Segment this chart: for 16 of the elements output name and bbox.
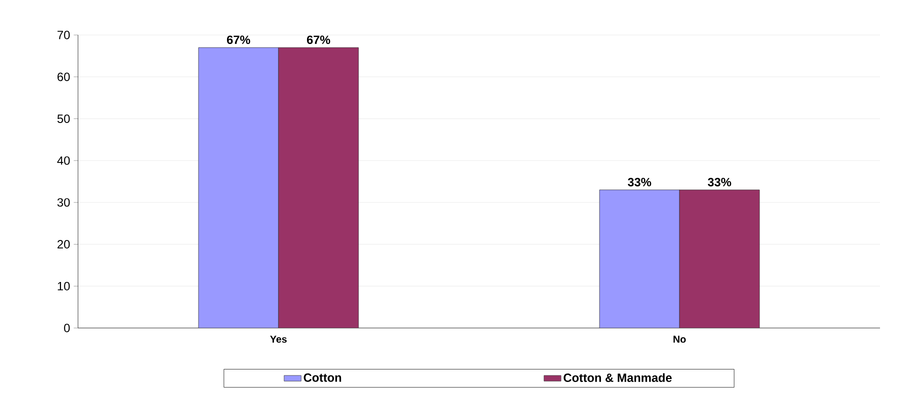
y-tick-label: 10 xyxy=(58,282,70,290)
data-label: 67% xyxy=(226,36,250,44)
y-tick-label: 40 xyxy=(57,156,70,165)
data-label: 67% xyxy=(306,36,330,44)
data-label: 33% xyxy=(628,178,652,186)
y-tick-label: 30 xyxy=(57,198,70,207)
x-tick-label: No xyxy=(674,336,686,343)
x-tick-label: Yes xyxy=(270,336,287,343)
y-tick-label: 0 xyxy=(64,324,70,332)
y-tick-label: 60 xyxy=(58,72,70,82)
y-tick-label: 50 xyxy=(57,114,70,123)
legend-label: Cotton & Manmade xyxy=(564,373,672,382)
data-label: 33% xyxy=(708,178,732,186)
y-tick-label: 20 xyxy=(58,240,70,249)
legend-label: Cotton xyxy=(304,373,342,382)
y-tick-label: 70 xyxy=(58,30,70,40)
